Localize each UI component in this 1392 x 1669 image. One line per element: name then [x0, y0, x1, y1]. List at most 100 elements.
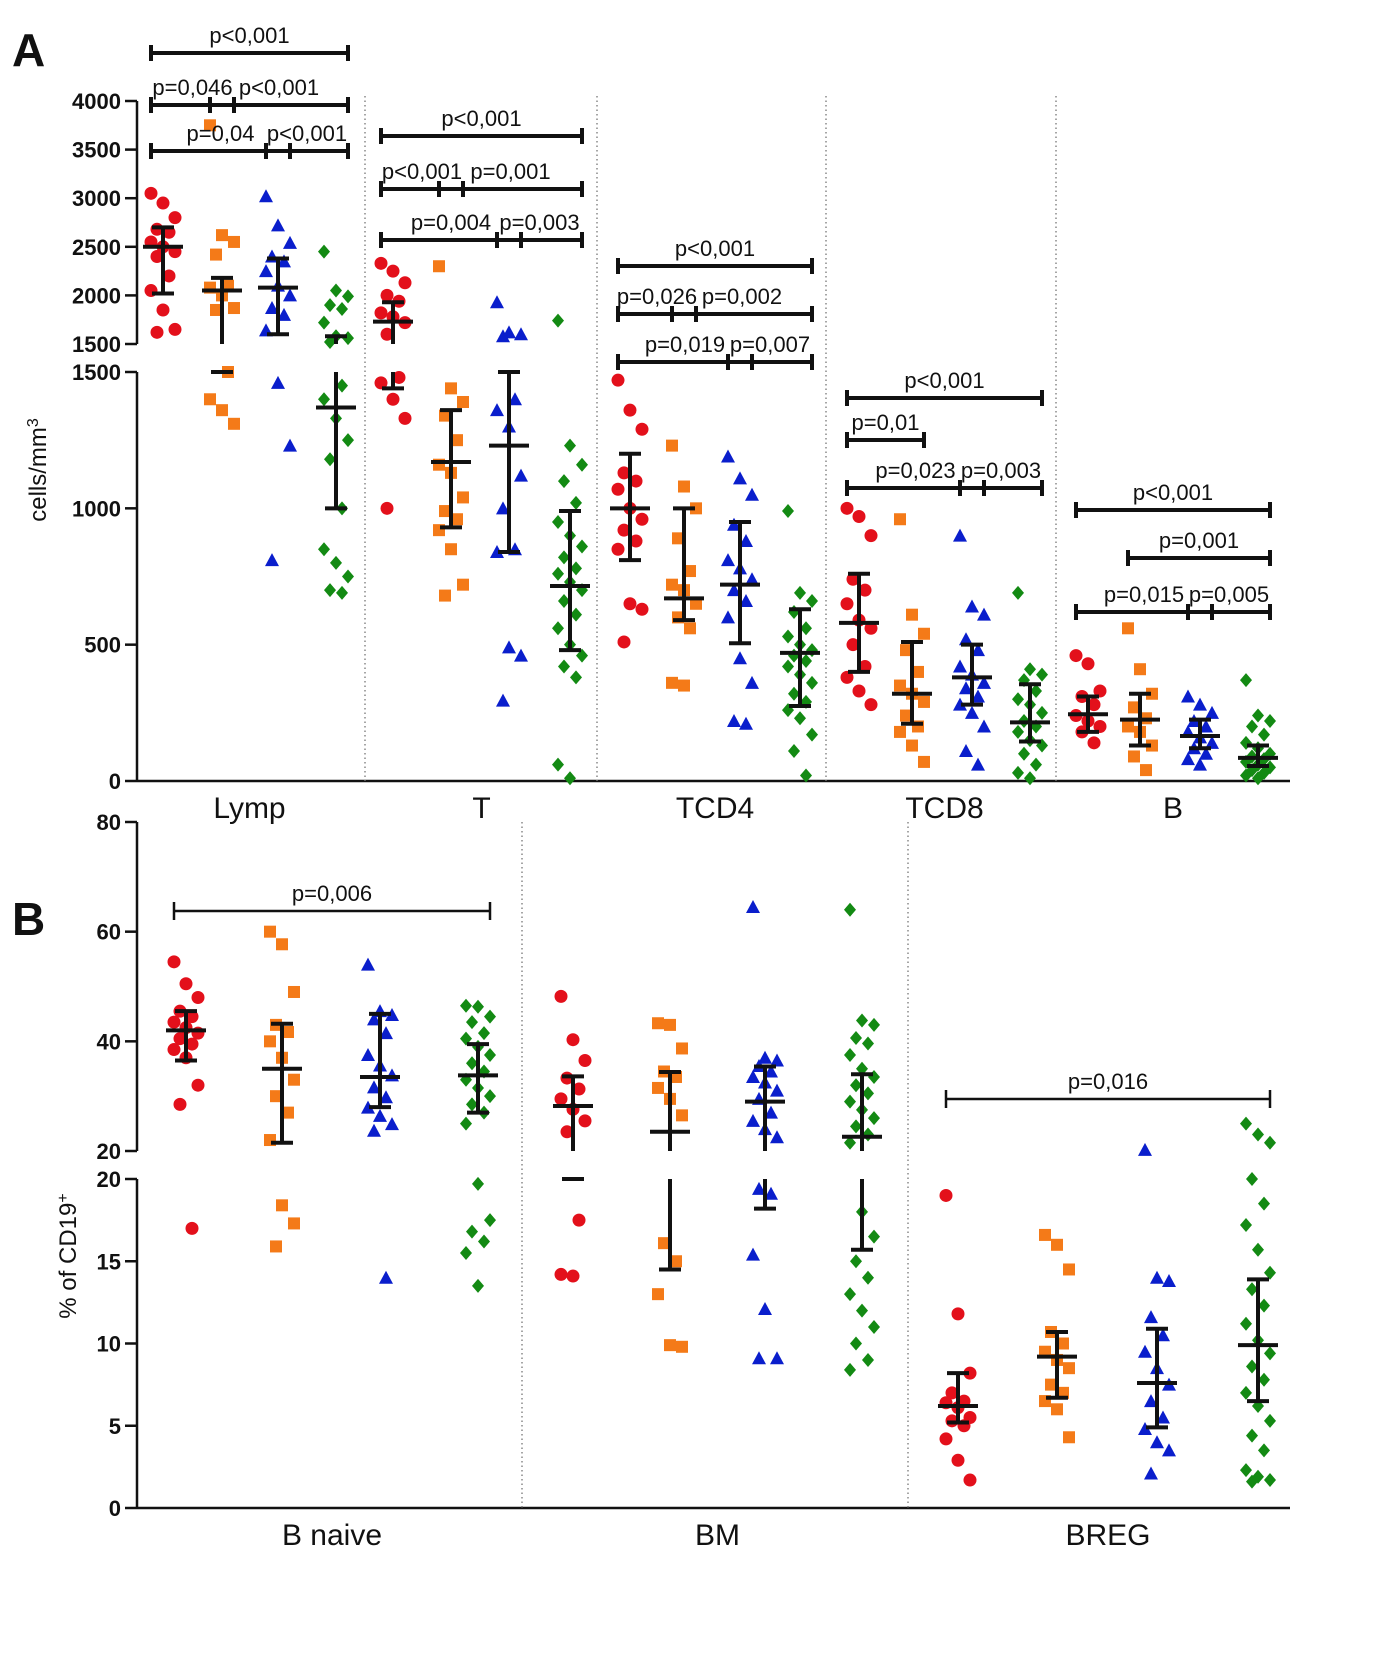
- panel-a-cat4-group2-point-2: [1205, 705, 1219, 719]
- panel-a-cat4-group3-point-3: [1246, 719, 1258, 734]
- panel-b-cat1-group1-point-11: [664, 1339, 676, 1352]
- panel-a-cat0-p-value-4: p<0,001: [267, 121, 347, 146]
- panel-b-cat2-group3-point-1: [1252, 1127, 1264, 1142]
- panel-a-cat3-group1-point-0: [894, 513, 906, 526]
- panel-a-cat3-group0-point-0: [840, 501, 854, 515]
- panel-a-cat2-p-value-0: p<0,001: [675, 236, 755, 261]
- panel-a-ylabel: cells/mm3: [25, 418, 53, 522]
- panel-a-cat1-group0-point-10: [374, 376, 388, 390]
- panel-b-cat1-group0-point-11: [566, 1269, 580, 1283]
- panel-a-cat1-group3-point-7: [576, 539, 588, 554]
- panel-b-cat2-group3-point-3: [1246, 1172, 1258, 1186]
- panel-a-cat0-group0-point-12: [168, 322, 182, 336]
- panel-a-cat0-group3-point-4: [336, 302, 348, 317]
- panel-b-cat1-group3-point-21: [856, 1303, 868, 1318]
- panel-a-cat1-group3-point-19: [570, 670, 582, 685]
- panel-a-cat3-group3-point-0: [1012, 585, 1024, 600]
- panel-a-cat3-group3-point-10: [1012, 724, 1024, 739]
- panel-a-cat3-group1-point-1: [906, 608, 918, 621]
- panel-b-ylabel-sup: +: [55, 1193, 72, 1202]
- panel-a-cat0-group0-point-13: [150, 325, 164, 339]
- panel-a-cat4-group0-point-9: [1087, 736, 1101, 750]
- panel-a-cat0-group2-point-8: [265, 301, 279, 315]
- panel-b-cat2-group2-point-8: [1144, 1394, 1158, 1408]
- panel-a-cat2-group3-point-0: [782, 504, 794, 519]
- panel-b-ytick-label-upper-3: 80: [97, 810, 121, 835]
- panel-a-cat3-group3-point-5: [1012, 692, 1024, 707]
- panel-a-cat0-group0-point-9: [162, 269, 176, 283]
- panel-a-cat2-group2-point-9: [739, 594, 753, 608]
- panel-a-cat0-group1-point-10: [204, 393, 216, 406]
- panel-a-cat3-group2-point-0: [953, 528, 967, 542]
- panel-b-cat2-group1-point-2: [1063, 1263, 1075, 1276]
- panel-a-cat1-group0-point-2: [398, 276, 412, 290]
- panel-b-cat2-group3-point-2: [1264, 1135, 1276, 1150]
- panel-a-cat3-group2-point-7: [977, 675, 991, 689]
- panel-b-cat0-group3-point-21: [472, 1278, 484, 1293]
- panel-a-cat2-group1-point-11: [678, 679, 690, 692]
- panel-b-ytick-label-lower-2: 10: [97, 1332, 121, 1357]
- panel-a-cat2-group0-point-2: [635, 422, 649, 436]
- panel-b-cat1-group3-point-15: [844, 1135, 856, 1150]
- panel-a-cat1-group1-point-4: [451, 434, 463, 447]
- panel-a-cat2-group1-point-9: [684, 622, 696, 635]
- panel-letter-a: A: [12, 24, 45, 76]
- panel-a-category-label-2: TCD4: [676, 792, 754, 825]
- panel-a-cat0-group0-point-2: [168, 211, 182, 225]
- panel-a-cat1-group3-point-13: [558, 594, 570, 609]
- panel-b-cat1-group0-point-5: [554, 1092, 568, 1106]
- panel-b-cat2-group3-point-6: [1252, 1242, 1264, 1257]
- panel-a-cat1-group1-point-1: [445, 382, 457, 395]
- panel-a-cat4-group2-point-1: [1193, 697, 1207, 711]
- panel-a-cat0-group2-point-12: [283, 438, 297, 452]
- panel-a-cat0-group3-point-0: [318, 244, 330, 259]
- panel-a-cat3-group3-point-7: [1036, 705, 1048, 720]
- panel-b-cat0-group3-point-16: [472, 1176, 484, 1191]
- panel-a-cat1-group0-point-8: [380, 327, 394, 341]
- panel-a-cat0-group2-point-7: [283, 288, 297, 302]
- panel-b-cat1-group0-point-2: [578, 1054, 592, 1068]
- panel-a-ytick-label-lower-0: 0: [109, 769, 121, 794]
- panel-a-cat3-group3-point-14: [1030, 757, 1042, 772]
- panel-b-cat1-group2-point-0: [746, 899, 760, 913]
- panel-a-cat3-group1-point-3: [900, 644, 912, 657]
- panel-b-cat1-group1-point-0: [652, 1017, 664, 1030]
- panel-b-cat1-group3-point-5: [844, 1048, 856, 1063]
- panel-a-cat2-group3-point-7: [806, 643, 818, 658]
- panel-a-cat4-group2-point-9: [1199, 746, 1213, 760]
- panel-b-cat2-group0-point-10: [939, 1432, 953, 1446]
- panel-a-cat2-group2-point-3: [727, 517, 741, 531]
- panel-a-cat2-group2-point-7: [745, 572, 759, 586]
- panel-a-cat3-group3-point-13: [1018, 746, 1030, 761]
- panel-a-cat2-group2-point-2: [745, 487, 759, 501]
- panel-a-cat4-group1-point-7: [1146, 739, 1158, 752]
- panel-b-cat0-group3-point-1: [472, 999, 484, 1014]
- panel-a-cat1-group1-point-2: [457, 395, 469, 408]
- panel-b-cat0-group0-point-9: [185, 1037, 199, 1051]
- panel-a-cat0-group1-point-8: [210, 303, 222, 316]
- panel-a-cat2-group1-point-1: [678, 480, 690, 493]
- panel-b-cat1-group3-point-24: [862, 1352, 874, 1367]
- panel-b-cat1-group0-point-7: [578, 1114, 592, 1128]
- panel-a-cat2-group3-point-17: [806, 727, 818, 742]
- panel-b-cat1-group3-point-4: [862, 1036, 874, 1051]
- panel-a-cat2-group0-point-8: [617, 523, 631, 537]
- panel-b-cat1-group3-point-9: [862, 1086, 874, 1101]
- panel-a-cat2-group1-point-5: [666, 578, 678, 591]
- panel-b-cat0-p-value-0: p=0,006: [292, 881, 372, 906]
- panel-b-cat2-group3-point-4: [1258, 1196, 1270, 1211]
- panel-b-cat1-group3-point-17: [868, 1229, 880, 1244]
- panel-b-cat2-group1-point-0: [1039, 1228, 1051, 1241]
- panel-a-cat2-group1-point-3: [672, 532, 684, 545]
- panel-b-cat0-group3-point-0: [460, 998, 472, 1013]
- panel-a-cat0-group3-point-13: [324, 452, 336, 467]
- panel-a-cat1-group1-point-9: [451, 513, 463, 526]
- panel-b-cat0-group1-point-2: [288, 985, 300, 998]
- panel-a-cat1-group2-point-4: [508, 392, 522, 406]
- panel-b-cat0-group0-point-0: [167, 955, 181, 969]
- panel-b-cat1-group2-point-4: [764, 1064, 778, 1078]
- panel-a-cat2-group2-point-10: [721, 610, 735, 624]
- panel-a-cat3-p-value-0: p<0,001: [904, 368, 984, 393]
- panel-b-cat2-group2-point-4: [1156, 1328, 1170, 1342]
- panel-a-cat4-group0-point-0: [1069, 649, 1083, 663]
